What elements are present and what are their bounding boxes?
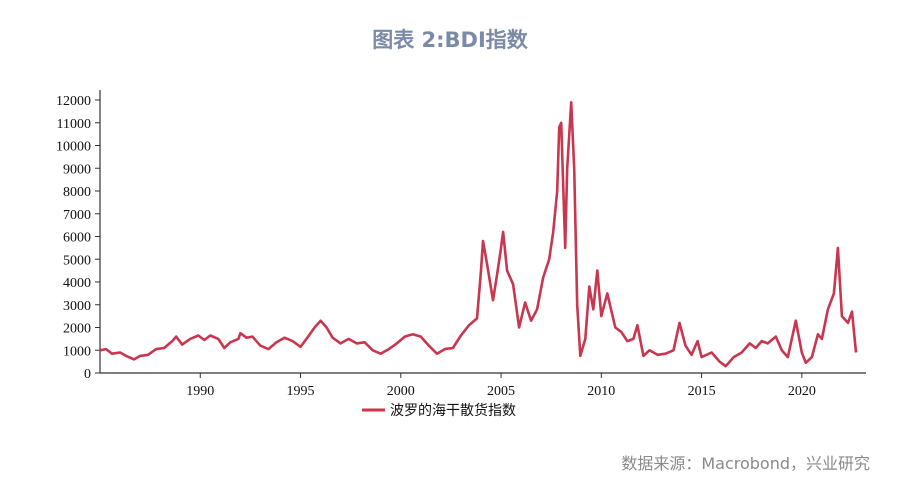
y-tick-label: 9000 <box>63 162 91 177</box>
x-tick-label: 2020 <box>788 384 816 399</box>
y-tick-label: 8000 <box>63 185 91 200</box>
y-tick-label: 1000 <box>63 344 91 359</box>
x-tick-label: 1995 <box>287 384 315 399</box>
y-tick-label: 0 <box>84 367 91 382</box>
x-tick-label: 2010 <box>587 384 615 399</box>
y-tick-label: 7000 <box>63 208 91 223</box>
source-note: 数据来源：Macrobond，兴业研究 <box>621 454 870 473</box>
x-tick-label: 2005 <box>487 384 515 399</box>
x-tick-label: 2015 <box>688 384 716 399</box>
x-tick-label: 1990 <box>186 384 214 399</box>
y-tick-label: 4000 <box>63 276 91 291</box>
y-tick-label: 10000 <box>56 140 91 155</box>
legend-label: 波罗的海干散货指数 <box>390 402 516 419</box>
x-tick-label: 2000 <box>387 384 415 399</box>
y-tick-label: 11000 <box>57 117 91 132</box>
y-tick-label: 5000 <box>63 253 91 268</box>
y-tick-label: 3000 <box>63 299 91 314</box>
series-line <box>99 101 858 368</box>
y-tick-label: 2000 <box>63 322 91 337</box>
y-tick-label: 12000 <box>56 94 91 109</box>
chart-title: 图表 2:BDI指数 <box>372 28 528 52</box>
y-tick-label: 6000 <box>63 231 91 246</box>
